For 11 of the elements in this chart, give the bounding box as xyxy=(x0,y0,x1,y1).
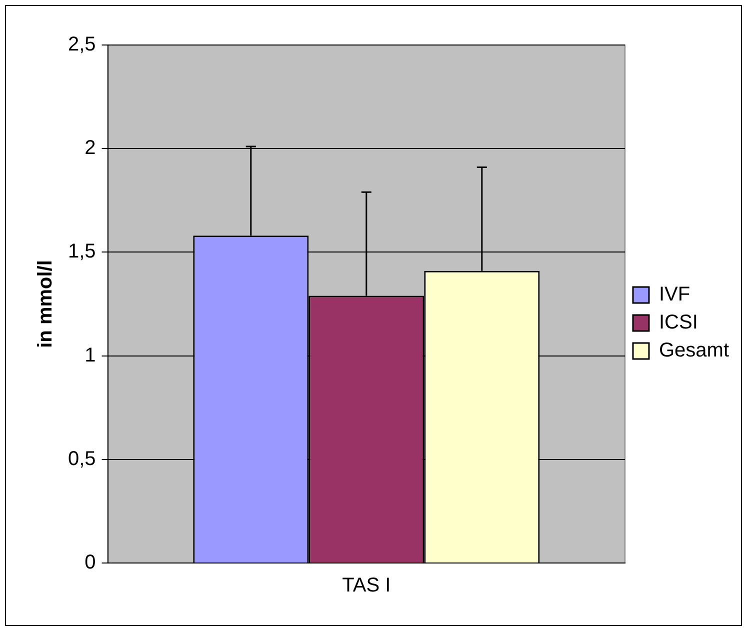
legend-label: ICSI xyxy=(658,312,698,334)
y-tick-label: 2 xyxy=(84,137,96,160)
y-tick-label: 0 xyxy=(84,552,96,574)
y-tick-label: 0,5 xyxy=(68,448,96,470)
y-axis-title: in mmol/l xyxy=(34,260,57,348)
legend-label: Gesamt xyxy=(658,340,730,362)
y-tick-label: 2,5 xyxy=(68,34,96,56)
y-tick-label: 1,5 xyxy=(68,240,96,263)
legend-label: IVF xyxy=(658,284,690,306)
y-tick-label: 1 xyxy=(84,344,96,366)
x-tick-label: TAS I xyxy=(342,574,391,597)
